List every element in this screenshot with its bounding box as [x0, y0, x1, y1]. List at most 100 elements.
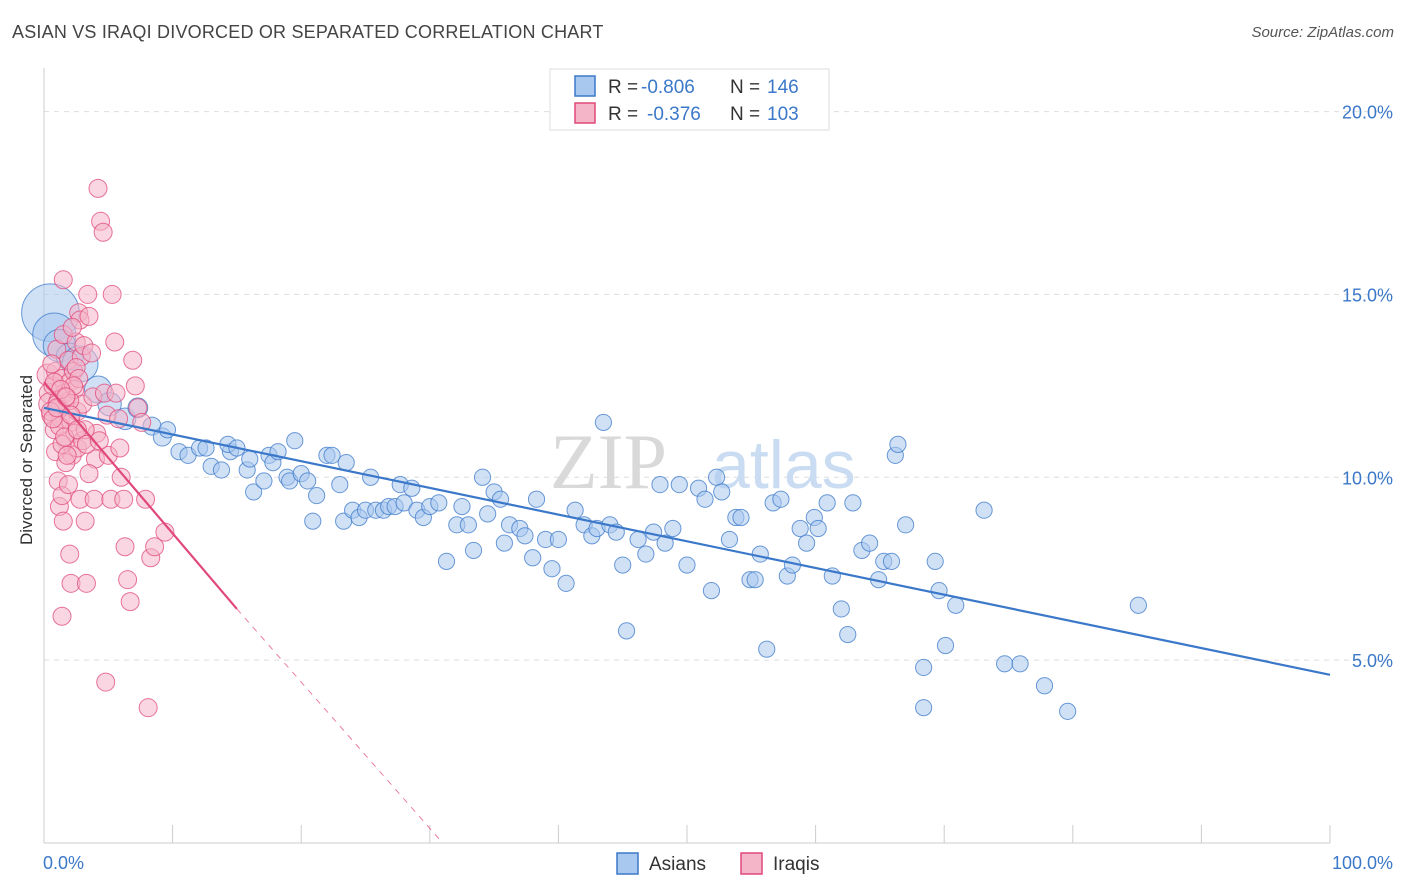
- asians-point: [453, 497, 471, 516]
- asians-point: [746, 571, 764, 589]
- y-tick-label: 15.0%: [1342, 285, 1393, 305]
- iraqis-point: [79, 464, 99, 484]
- chart-title: ASIAN VS IRAQI DIVORCED OR SEPARATED COR…: [12, 22, 604, 42]
- asians-point: [286, 432, 304, 450]
- iraqis-point: [82, 343, 102, 363]
- iraqis-point: [53, 511, 73, 531]
- asians-point: [702, 582, 721, 600]
- asians-point: [996, 655, 1014, 673]
- iraqis-point: [53, 270, 73, 290]
- asians-point: [516, 527, 534, 545]
- asians-point: [473, 468, 492, 486]
- asians-point: [491, 490, 510, 508]
- iraqis-point: [79, 306, 99, 326]
- asians-point: [758, 640, 776, 658]
- iraqis-point: [102, 284, 122, 304]
- iraqis-trend-line: [43, 381, 238, 610]
- asians-point: [241, 450, 259, 468]
- asians-point: [331, 476, 349, 494]
- asians-point: [1129, 596, 1147, 614]
- stats-legend-box: [549, 68, 830, 131]
- asians-point: [594, 413, 613, 432]
- legend-iraqis-swatch[interactable]: [740, 852, 763, 875]
- asians-point: [732, 508, 750, 527]
- iraqis-point: [76, 573, 96, 593]
- asians-point: [212, 461, 231, 479]
- grid-lines: [44, 111, 1392, 661]
- asians-point: [947, 596, 965, 614]
- asians-point: [844, 494, 862, 512]
- asians-point: [437, 552, 456, 571]
- watermark-zip: ZIP: [550, 418, 667, 505]
- asians-n-label: N =: [730, 77, 760, 98]
- asians-point: [926, 552, 944, 571]
- asians-point: [245, 483, 263, 501]
- asians-point: [430, 494, 448, 512]
- asians-point: [1011, 655, 1029, 673]
- legend-asians-swatch[interactable]: [616, 852, 639, 875]
- iraqis-point: [57, 445, 77, 465]
- x-tick-label-min: 0.0%: [43, 853, 84, 873]
- asians-point: [614, 556, 632, 574]
- iraqis-point: [115, 537, 135, 557]
- iraqis-point: [93, 222, 113, 242]
- asians-point: [464, 541, 483, 560]
- iraqis-point: [96, 672, 116, 692]
- iraqis-point: [110, 438, 130, 458]
- iraqis-point: [123, 350, 143, 370]
- asians-point: [197, 439, 215, 457]
- iraqis-point: [111, 467, 131, 487]
- asians-point: [678, 556, 696, 574]
- iraqis-n-value: 103: [767, 104, 799, 125]
- iraqis-point: [118, 570, 138, 590]
- watermark-atlas: atlas: [712, 427, 856, 503]
- asians-point: [713, 483, 731, 501]
- x-tick-label-max: 100.0%: [1332, 853, 1393, 873]
- asians-point: [809, 519, 827, 538]
- asians-point: [930, 582, 948, 600]
- trend-lines: [43, 381, 1331, 844]
- y-tick-label: 5.0%: [1352, 651, 1393, 671]
- legend-asians-label[interactable]: Asians: [649, 854, 706, 875]
- iraqis-swatch: [574, 102, 596, 124]
- asians-point: [975, 501, 993, 519]
- asians-point: [656, 534, 674, 552]
- asians-r-label: R =: [608, 77, 638, 98]
- asians-point: [791, 519, 809, 538]
- asians-point: [543, 560, 561, 578]
- iraqis-point: [145, 537, 165, 557]
- asians-point: [304, 512, 322, 530]
- asians-point: [549, 530, 568, 549]
- asians-point: [797, 534, 816, 552]
- asians-point: [915, 699, 933, 717]
- asians-point: [832, 600, 850, 618]
- asians-point: [772, 490, 790, 508]
- asians-point: [459, 516, 477, 534]
- iraqis-point: [62, 317, 82, 337]
- asians-point: [1035, 677, 1054, 695]
- iraqis-point: [56, 387, 76, 407]
- asians-point: [255, 472, 273, 490]
- y-tick-label: 20.0%: [1342, 103, 1393, 123]
- iraqis-point: [60, 544, 80, 564]
- iraqis-point: [114, 489, 134, 509]
- asians-point: [861, 534, 879, 552]
- asians-point: [637, 545, 655, 563]
- iraqis-n-label: N =: [730, 104, 760, 125]
- asians-point: [664, 519, 682, 538]
- iraqis-points: [36, 178, 175, 718]
- asians-point: [524, 549, 542, 567]
- asians-r-value: -0.806: [641, 77, 695, 98]
- legend-iraqis-label[interactable]: Iraqis: [773, 854, 819, 875]
- iraqis-point: [84, 489, 104, 509]
- asians-point: [299, 472, 317, 490]
- asians-point: [696, 490, 714, 508]
- asians-point: [617, 622, 636, 640]
- asians-point: [527, 490, 546, 508]
- iraqis-r-label: R =: [608, 104, 638, 125]
- asians-point: [720, 530, 739, 549]
- asians-point: [629, 530, 647, 549]
- asians-point: [1059, 702, 1077, 720]
- asians-trend-line: [43, 406, 1331, 676]
- asians-point: [839, 625, 857, 644]
